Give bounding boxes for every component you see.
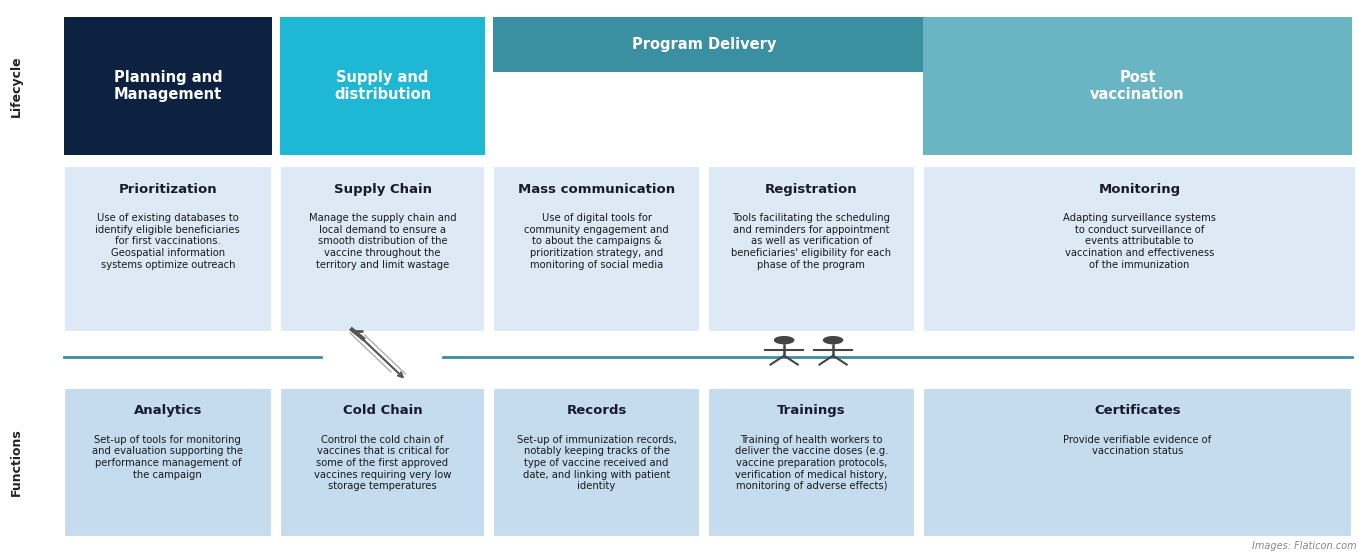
Text: Training of health workers to
deliver the vaccine doses (e.g.
vaccine preparatio: Training of health workers to deliver th…	[735, 435, 887, 491]
Text: Registration: Registration	[765, 183, 858, 196]
Circle shape	[773, 336, 795, 345]
Text: Lifecycle: Lifecycle	[10, 55, 23, 117]
Text: Provide verifiable evidence of
vaccination status: Provide verifiable evidence of vaccinati…	[1063, 435, 1212, 456]
Bar	[708, 166, 915, 332]
Text: Planning and
Management: Planning and Management	[114, 70, 222, 102]
Text: Use of digital tools for
community engagement and
to about the campaigns &
prior: Use of digital tools for community engag…	[525, 213, 669, 270]
Text: Cold Chain: Cold Chain	[342, 404, 423, 417]
Text: Tools facilitating the scheduling
and reminders for appointment
as well as verif: Tools facilitating the scheduling and re…	[731, 213, 892, 270]
Text: Set-up of immunization records,
notably keeping tracks of the
type of vaccine re: Set-up of immunization records, notably …	[516, 435, 677, 491]
Bar	[493, 17, 1352, 72]
Text: Analytics: Analytics	[133, 404, 202, 417]
Text: Supply Chain: Supply Chain	[333, 183, 432, 196]
Text: Program Delivery: Program Delivery	[632, 37, 776, 52]
Text: Records: Records	[567, 404, 626, 417]
Text: Prioritization: Prioritization	[118, 183, 217, 196]
Text: Post
vaccination: Post vaccination	[1090, 70, 1185, 102]
Text: Trainings: Trainings	[777, 404, 845, 417]
Bar	[280, 17, 485, 155]
Bar	[708, 388, 915, 537]
Bar	[64, 166, 272, 332]
Circle shape	[822, 336, 844, 345]
Text: Mass communication: Mass communication	[518, 183, 675, 196]
Text: Set-up of tools for monitoring
and evaluation supporting the
performance managem: Set-up of tools for monitoring and evalu…	[92, 435, 243, 480]
Text: Functions: Functions	[10, 429, 23, 496]
Bar	[493, 166, 700, 332]
Bar	[280, 166, 485, 332]
Bar	[64, 388, 272, 537]
Bar	[923, 17, 1352, 155]
Bar	[493, 388, 700, 537]
Text: Supply and
distribution: Supply and distribution	[334, 70, 431, 102]
Text: Manage the supply chain and
local demand to ensure a
smooth distribution of the
: Manage the supply chain and local demand…	[308, 213, 457, 270]
Bar	[64, 17, 272, 155]
Text: Monitoring: Monitoring	[1098, 183, 1181, 196]
Bar	[280, 388, 485, 537]
Text: Adapting surveillance systems
to conduct surveillance of
events attributable to
: Adapting surveillance systems to conduct…	[1063, 213, 1216, 270]
Text: Images: Flaticon.com: Images: Flaticon.com	[1252, 541, 1356, 551]
Bar	[923, 166, 1356, 332]
Text: Control the cold chain of
vaccines that is critical for
some of the first approv: Control the cold chain of vaccines that …	[314, 435, 451, 491]
Text: Use of existing databases to
identify eligible beneficiaries
for first vaccinati: Use of existing databases to identify el…	[95, 213, 241, 270]
Text: Certificates: Certificates	[1094, 404, 1181, 417]
Bar	[923, 388, 1352, 537]
